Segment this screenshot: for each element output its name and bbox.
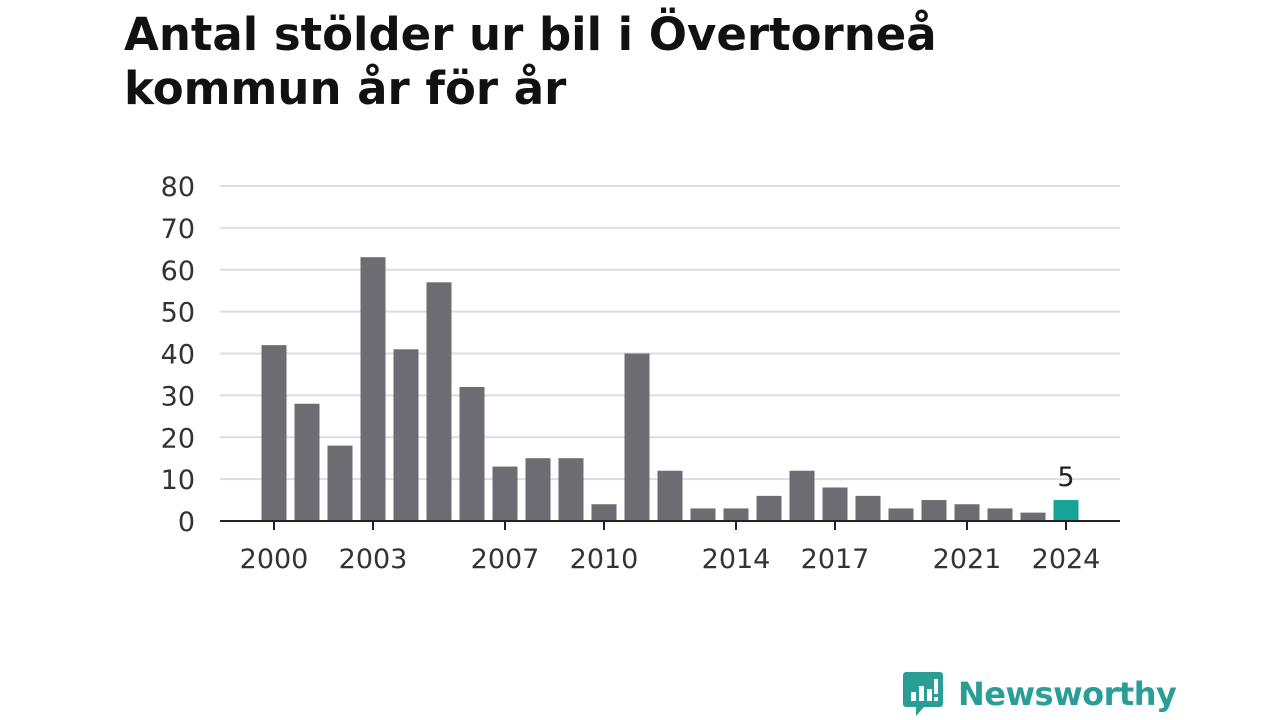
bar-2002 bbox=[327, 445, 353, 521]
y-tick-label: 60 bbox=[161, 256, 195, 287]
bar-2000 bbox=[261, 345, 287, 521]
bar-2014 bbox=[723, 508, 749, 521]
bar-2003 bbox=[360, 257, 386, 521]
grid-lines bbox=[220, 185, 1120, 481]
x-tick-label-2021: 2021 bbox=[933, 544, 1002, 575]
x-tick-label-2007: 2007 bbox=[471, 544, 540, 575]
bar-2021 bbox=[954, 504, 980, 521]
data-label-2024: 5 bbox=[1057, 462, 1074, 493]
x-tick-label-2017: 2017 bbox=[801, 544, 870, 575]
bar-2010 bbox=[591, 504, 617, 521]
x-axis-ticks: 2000 2003 2007 2010 2014 2017 2021 2024 bbox=[240, 521, 1101, 575]
bar-2016 bbox=[789, 470, 815, 521]
bar-2009 bbox=[558, 458, 584, 521]
bar-2023 bbox=[1020, 512, 1046, 521]
bar-2015 bbox=[756, 495, 782, 521]
x-tick-label-2010: 2010 bbox=[570, 544, 639, 575]
bar-2005 bbox=[426, 282, 452, 521]
bar-2018 bbox=[855, 495, 881, 521]
bar-2004 bbox=[393, 349, 419, 521]
bar-2012 bbox=[657, 470, 683, 521]
y-tick-label: 80 bbox=[161, 172, 195, 203]
x-tick-label-2014: 2014 bbox=[702, 544, 771, 575]
x-tick-label-2024: 2024 bbox=[1032, 544, 1101, 575]
x-tick-label-2000: 2000 bbox=[240, 544, 309, 575]
y-tick-label: 20 bbox=[161, 423, 195, 454]
bars bbox=[261, 257, 1079, 521]
bar-2020 bbox=[921, 500, 947, 521]
bar-2019 bbox=[888, 508, 914, 521]
y-tick-label: 30 bbox=[161, 381, 195, 412]
chart-title: Antal stölder ur bil i Övertorneå kommun… bbox=[124, 8, 937, 115]
bar-2008 bbox=[525, 458, 551, 521]
data-labels: 5 bbox=[1057, 462, 1074, 493]
brand-name: Newsworthy bbox=[958, 675, 1177, 713]
bar-2022 bbox=[987, 508, 1013, 521]
y-tick-label: 40 bbox=[161, 340, 195, 371]
y-axis-ticks: 0 10 20 30 40 50 60 70 80 bbox=[161, 172, 195, 538]
y-tick-label: 10 bbox=[161, 465, 195, 496]
newsworthy-logo: Newsworthy bbox=[902, 670, 1177, 718]
bar-2006 bbox=[459, 387, 485, 521]
y-tick-label: 70 bbox=[161, 214, 195, 245]
x-tick-label-2003: 2003 bbox=[339, 544, 408, 575]
newsworthy-logo-icon bbox=[903, 672, 943, 716]
y-tick-label: 50 bbox=[161, 298, 195, 329]
y-tick-label: 0 bbox=[178, 507, 195, 538]
bar-2017 bbox=[822, 487, 848, 521]
bar-2024 bbox=[1053, 500, 1079, 521]
bar-2013 bbox=[690, 508, 716, 521]
bar-2011 bbox=[624, 353, 650, 521]
bar-2001 bbox=[294, 403, 320, 521]
bar-2007 bbox=[492, 466, 518, 521]
